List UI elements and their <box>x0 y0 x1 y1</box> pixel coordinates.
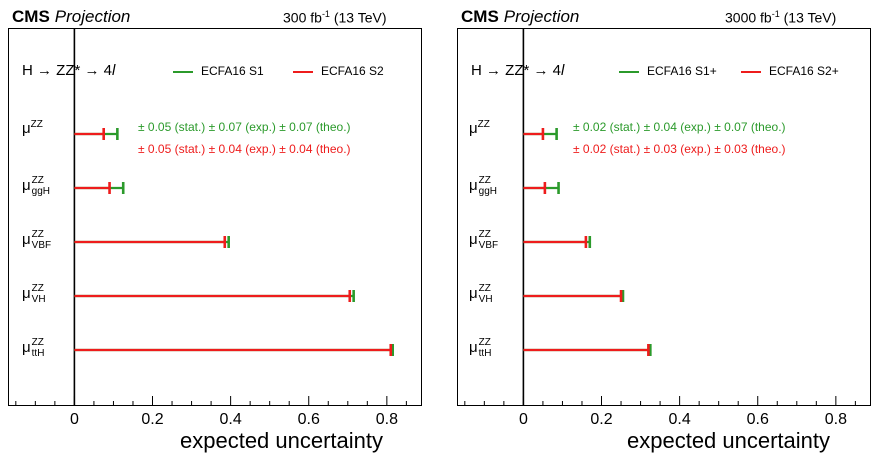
legend-swatch-s2 <box>741 70 761 73</box>
legend-entry-s2: ECFA16 S2+ <box>741 64 839 78</box>
legend-entry-s2: ECFA16 S2 <box>293 64 384 78</box>
plot-frame <box>8 28 422 406</box>
legend-entry-s1: ECFA16 S1+ <box>619 64 717 78</box>
category-label-mu-zz: μZZ <box>469 119 490 137</box>
plot-frame <box>457 28 871 406</box>
annotation-s1: ± 0.05 (stat.) ± 0.07 (exp.) ± 0.07 (the… <box>138 120 351 134</box>
x-axis-label: expected uncertainty <box>627 428 831 453</box>
category-label-mu-zz-vbf: μ ZZ VBF <box>469 229 499 251</box>
projection-label: Projection <box>54 7 131 26</box>
x-axis-label: expected uncertainty <box>180 428 384 453</box>
category-label-mu-zz-vh: μ ZZ VH <box>469 283 493 305</box>
process-label: H → ZZ* → 4l <box>22 62 116 79</box>
chart-plot-300fb: 0 0.2 0.4 0.6 0.8 <box>15 28 407 428</box>
x-tick-label: 0.8 <box>376 411 398 428</box>
x-tick-label: 0.6 <box>298 411 320 428</box>
x-tick-label: 0.8 <box>825 411 847 428</box>
category-label-mu-zz-ggh: μ ZZ ggH <box>22 175 51 197</box>
cms-header: CMS Projection <box>12 7 130 27</box>
category-label-mu-zz-ggh: μ ZZ ggH <box>469 175 498 197</box>
x-tick-label: 0 <box>70 411 79 428</box>
category-label-mu-zz-tth: μ ZZ ttH <box>22 337 45 359</box>
category-label-mu-zz-vbf: μ ZZ VBF <box>22 229 52 251</box>
lumi-label: 300 fb-1 (13 TeV) <box>283 9 387 26</box>
x-tick-label: 0.4 <box>219 411 241 428</box>
chart-plot-3000fb: 0 0.2 0.4 0.6 0.8 <box>464 28 856 428</box>
legend-swatch-s1 <box>619 70 639 73</box>
annotation-s1: ± 0.02 (stat.) ± 0.04 (exp.) ± 0.07 (the… <box>573 120 786 134</box>
x-tick-label: 0 <box>519 411 528 428</box>
cms-header: CMS Projection <box>461 7 579 27</box>
cms-brand: CMS <box>461 7 499 26</box>
category-label-mu-zz-tth: μ ZZ ttH <box>469 337 492 359</box>
lumi-label: 3000 fb-1 (13 TeV) <box>725 9 837 26</box>
legend-swatch-s2 <box>293 70 313 73</box>
annotation-s2: ± 0.05 (stat.) ± 0.04 (exp.) ± 0.04 (the… <box>138 142 351 156</box>
category-label-mu-zz: μZZ <box>22 119 43 137</box>
chart-panel-300fb: CMS Projection 300 fb-1 (13 TeV) H → ZZ* … <box>0 0 430 463</box>
legend-entry-s1: ECFA16 S1 <box>173 64 264 78</box>
x-tick-label: 0.4 <box>668 411 690 428</box>
cms-brand: CMS <box>12 7 50 26</box>
x-tick-label: 0.2 <box>141 411 163 428</box>
category-label-mu-zz-vh: μ ZZ VH <box>22 283 46 305</box>
x-tick-label: 0.6 <box>747 411 769 428</box>
legend-swatch-s1 <box>173 70 193 73</box>
x-tick-label: 0.2 <box>590 411 612 428</box>
projection-label: Projection <box>503 7 580 26</box>
annotation-s2: ± 0.02 (stat.) ± 0.03 (exp.) ± 0.03 (the… <box>573 142 786 156</box>
chart-panel-3000fb: CMS Projection 3000 fb-1 (13 TeV) H → ZZ*… <box>449 0 875 463</box>
process-label: H → ZZ* → 4l <box>471 62 565 79</box>
